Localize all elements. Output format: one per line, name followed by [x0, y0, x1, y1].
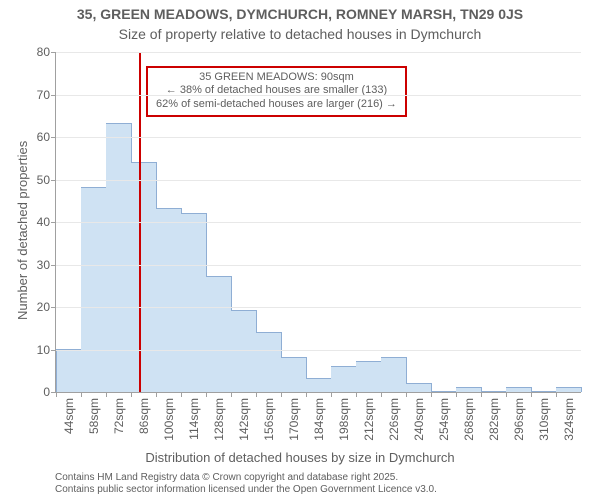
footer-line2: Contains public sector information licen…: [55, 484, 437, 496]
xtick-mark: [281, 392, 282, 397]
xtick-label: 128sqm: [212, 398, 226, 441]
xtick-label: 254sqm: [437, 398, 451, 441]
xtick-label: 212sqm: [362, 398, 376, 441]
xtick-mark: [456, 392, 457, 397]
histogram-bar: [331, 366, 357, 393]
xtick-mark: [481, 392, 482, 397]
xtick-mark: [381, 392, 382, 397]
y-axis-label: Number of detached properties: [15, 141, 30, 320]
histogram-bar: [381, 357, 407, 392]
histogram-bar: [206, 276, 232, 392]
annotation-line3: 62% of semi-detached houses are larger (…: [156, 98, 397, 112]
xtick-mark: [406, 392, 407, 397]
xtick-mark: [256, 392, 257, 397]
ytick-label: 60: [37, 130, 56, 144]
histogram-bar: [481, 391, 507, 392]
gridline-h: [56, 95, 581, 96]
ytick-label: 30: [37, 258, 56, 272]
histogram-bar: [281, 357, 307, 392]
histogram-bar: [56, 349, 83, 393]
histogram-bar: [456, 387, 482, 392]
gridline-h: [56, 137, 581, 138]
xtick-mark: [156, 392, 157, 397]
xtick-mark: [81, 392, 82, 397]
annotation-line2: ← 38% of detached houses are smaller (13…: [156, 84, 397, 98]
annotation-line1: 35 GREEN MEADOWS: 90sqm: [156, 71, 397, 85]
xtick-label: 282sqm: [487, 398, 501, 441]
xtick-mark: [131, 392, 132, 397]
xtick-label: 100sqm: [162, 398, 176, 441]
xtick-label: 58sqm: [87, 398, 101, 434]
ytick-label: 0: [43, 385, 56, 399]
x-axis-label: Distribution of detached houses by size …: [0, 450, 600, 465]
xtick-mark: [306, 392, 307, 397]
xtick-label: 114sqm: [187, 398, 201, 440]
histogram-bar: [531, 391, 557, 392]
annotation-box: 35 GREEN MEADOWS: 90sqm ← 38% of detache…: [146, 66, 407, 117]
plot-area: 44sqm58sqm72sqm86sqm100sqm114sqm128sqm14…: [55, 52, 581, 393]
xtick-label: 324sqm: [562, 398, 576, 441]
gridline-h: [56, 222, 581, 223]
gridline-h: [56, 52, 581, 53]
xtick-label: 170sqm: [287, 398, 301, 441]
gridline-h: [56, 350, 581, 351]
histogram-bar: [506, 387, 532, 392]
histogram-bar: [81, 187, 107, 392]
histogram-bar: [131, 162, 157, 393]
xtick-mark: [506, 392, 507, 397]
xtick-label: 268sqm: [462, 398, 476, 441]
ytick-label: 50: [37, 173, 56, 187]
xtick-label: 86sqm: [137, 398, 151, 434]
chart-title-line1: 35, GREEN MEADOWS, DYMCHURCH, ROMNEY MAR…: [0, 6, 600, 22]
chart-title-line2: Size of property relative to detached ho…: [0, 26, 600, 42]
xtick-label: 156sqm: [262, 398, 276, 441]
histogram-bar: [406, 383, 432, 393]
histogram-bar: [306, 378, 332, 392]
xtick-label: 296sqm: [512, 398, 526, 441]
histogram-bar: [256, 332, 282, 393]
xtick-mark: [531, 392, 532, 397]
histogram-bar: [356, 361, 382, 392]
ytick-label: 80: [37, 45, 56, 59]
xtick-label: 198sqm: [337, 398, 351, 441]
histogram-bar: [156, 208, 182, 392]
xtick-label: 72sqm: [112, 398, 126, 434]
xtick-mark: [106, 392, 107, 397]
gridline-h: [56, 307, 581, 308]
footer-line1: Contains HM Land Registry data © Crown c…: [55, 472, 437, 484]
xtick-mark: [56, 392, 57, 397]
xtick-label: 142sqm: [237, 398, 251, 441]
histogram-bar: [431, 391, 457, 392]
xtick-label: 184sqm: [312, 398, 326, 441]
ytick-label: 70: [37, 88, 56, 102]
xtick-label: 44sqm: [62, 398, 76, 434]
xtick-mark: [556, 392, 557, 397]
gridline-h: [56, 265, 581, 266]
histogram-bar: [556, 387, 582, 392]
xtick-mark: [206, 392, 207, 397]
xtick-mark: [231, 392, 232, 397]
xtick-mark: [331, 392, 332, 397]
xtick-mark: [181, 392, 182, 397]
xtick-label: 310sqm: [537, 398, 551, 441]
xtick-label: 240sqm: [412, 398, 426, 441]
ytick-label: 40: [37, 215, 56, 229]
xtick-mark: [431, 392, 432, 397]
histogram-bar: [181, 213, 207, 393]
ytick-label: 10: [37, 343, 56, 357]
xtick-mark: [356, 392, 357, 397]
chart-container: 35, GREEN MEADOWS, DYMCHURCH, ROMNEY MAR…: [0, 0, 600, 500]
ytick-label: 20: [37, 300, 56, 314]
histogram-bar: [231, 310, 257, 392]
xtick-label: 226sqm: [387, 398, 401, 441]
footer-attribution: Contains HM Land Registry data © Crown c…: [55, 472, 437, 496]
histogram-bar: [106, 123, 132, 392]
gridline-h: [56, 180, 581, 181]
